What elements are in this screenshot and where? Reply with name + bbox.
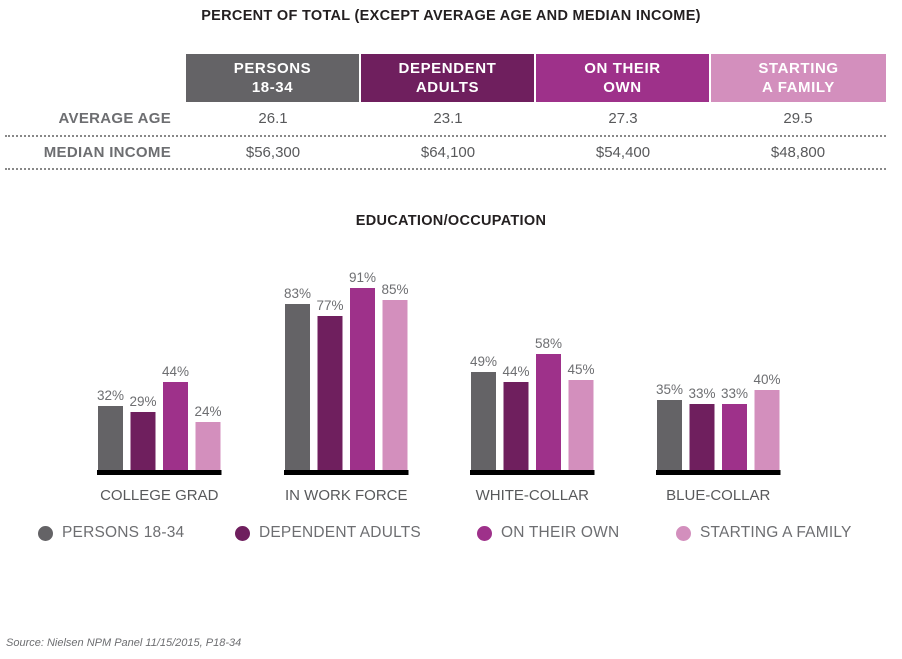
source-note: Source: Nielsen NPM Panel 11/15/2015, P1…	[6, 637, 242, 649]
group-baseline	[284, 470, 409, 475]
bar-white-collar-1	[503, 382, 529, 470]
legend-dependent-adults: DEPENDENT ADULTS	[235, 524, 421, 542]
bar-value-label: 58%	[535, 336, 562, 351]
header-starting-a-family: STARTING A FAMILY	[711, 54, 886, 102]
row-divider	[5, 135, 886, 137]
header-dependent-adults: DEPENDENT ADULTS	[361, 54, 534, 102]
bar-value-label: 40%	[753, 372, 780, 387]
legend-on-their-own: ON THEIR OWN	[477, 524, 619, 542]
legend-label: DEPENDENT ADULTS	[259, 524, 421, 541]
chart-title: EDUCATION/OCCUPATION	[355, 213, 547, 229]
bar-value-label: 49%	[470, 354, 497, 369]
bar-value-label: 91%	[349, 270, 376, 285]
median-income-dependent: $64,100	[420, 144, 476, 161]
bar-white-collar-2	[536, 354, 561, 470]
average-age-dependent: 23.1	[433, 110, 463, 127]
bar-in-work-force-0	[285, 304, 310, 470]
category-label: WHITE-COLLAR	[476, 487, 590, 504]
legend-swatch-icon	[676, 525, 691, 541]
legend-label: PERSONS 18-34	[62, 524, 185, 541]
bar-blue-collar-2	[722, 404, 747, 470]
category-label: IN WORK FORCE	[285, 487, 408, 504]
legend-swatch-icon	[38, 525, 53, 541]
bar-value-label: 85%	[381, 282, 408, 297]
legend-label: ON THEIR OWN	[501, 524, 620, 541]
page-title: PERCENT OF TOTAL (EXCEPT AVERAGE AGE AND…	[201, 8, 701, 24]
average-age-own: 27.3	[608, 110, 638, 127]
bar-value-label: 32%	[97, 388, 124, 403]
bar-white-collar-0	[471, 372, 496, 470]
bar-white-collar-3	[568, 380, 594, 470]
bar-value-label: 77%	[316, 298, 343, 313]
average-age-family: 29.5	[783, 110, 813, 127]
bar-value-label: 29%	[129, 394, 156, 409]
bar-blue-collar-3	[754, 390, 780, 470]
bar-value-label: 33%	[688, 386, 715, 401]
bar-chart: 32% 29% 44% 24% COLLEGE GRAD 83% 77% 91% 85% IN W…	[97, 270, 781, 504]
bar-college-grad-1	[130, 412, 156, 470]
bar-value-label: 45%	[567, 362, 594, 377]
legend-swatch-icon	[235, 525, 250, 541]
median-income-family: $48,800	[770, 144, 826, 161]
bar-blue-collar-0	[657, 400, 682, 470]
row-divider	[5, 168, 886, 170]
legend-starting-a-family: STARTING A FAMILY	[676, 524, 852, 542]
bar-value-label: 44%	[502, 364, 529, 379]
header-on-their-own: ON THEIR OWN	[536, 54, 709, 102]
bar-value-label: 83%	[284, 286, 311, 301]
legend-swatch-icon	[477, 525, 492, 541]
bar-college-grad-0	[98, 406, 123, 470]
legend-label: STARTING A FAMILY	[700, 524, 852, 541]
row-label-average-age: AVERAGE AGE	[58, 110, 171, 127]
bar-value-label: 44%	[162, 364, 189, 379]
median-income-own: $54,400	[595, 144, 651, 161]
bar-college-grad-2	[163, 382, 188, 470]
category-label: COLLEGE GRAD	[100, 487, 219, 504]
header-persons: PERSONS 18-34	[186, 54, 359, 102]
group-baseline	[470, 470, 595, 475]
group-baseline	[656, 470, 781, 475]
row-label-median-income: MEDIAN INCOME	[43, 144, 171, 161]
average-age-persons: 26.1	[258, 110, 288, 127]
bar-value-label: 24%	[194, 404, 221, 419]
bar-in-work-force-2	[350, 288, 375, 470]
group-baseline	[97, 470, 222, 475]
bar-value-label: 35%	[656, 382, 683, 397]
bar-in-work-force-3	[382, 300, 408, 470]
category-label: BLUE-COLLAR	[666, 487, 770, 504]
bar-in-work-force-1	[317, 316, 343, 470]
median-income-persons: $56,300	[245, 144, 301, 161]
bar-college-grad-3	[195, 422, 221, 470]
bar-blue-collar-1	[689, 404, 715, 470]
legend-persons: PERSONS 18-34	[38, 524, 184, 542]
bar-value-label: 33%	[721, 386, 748, 401]
